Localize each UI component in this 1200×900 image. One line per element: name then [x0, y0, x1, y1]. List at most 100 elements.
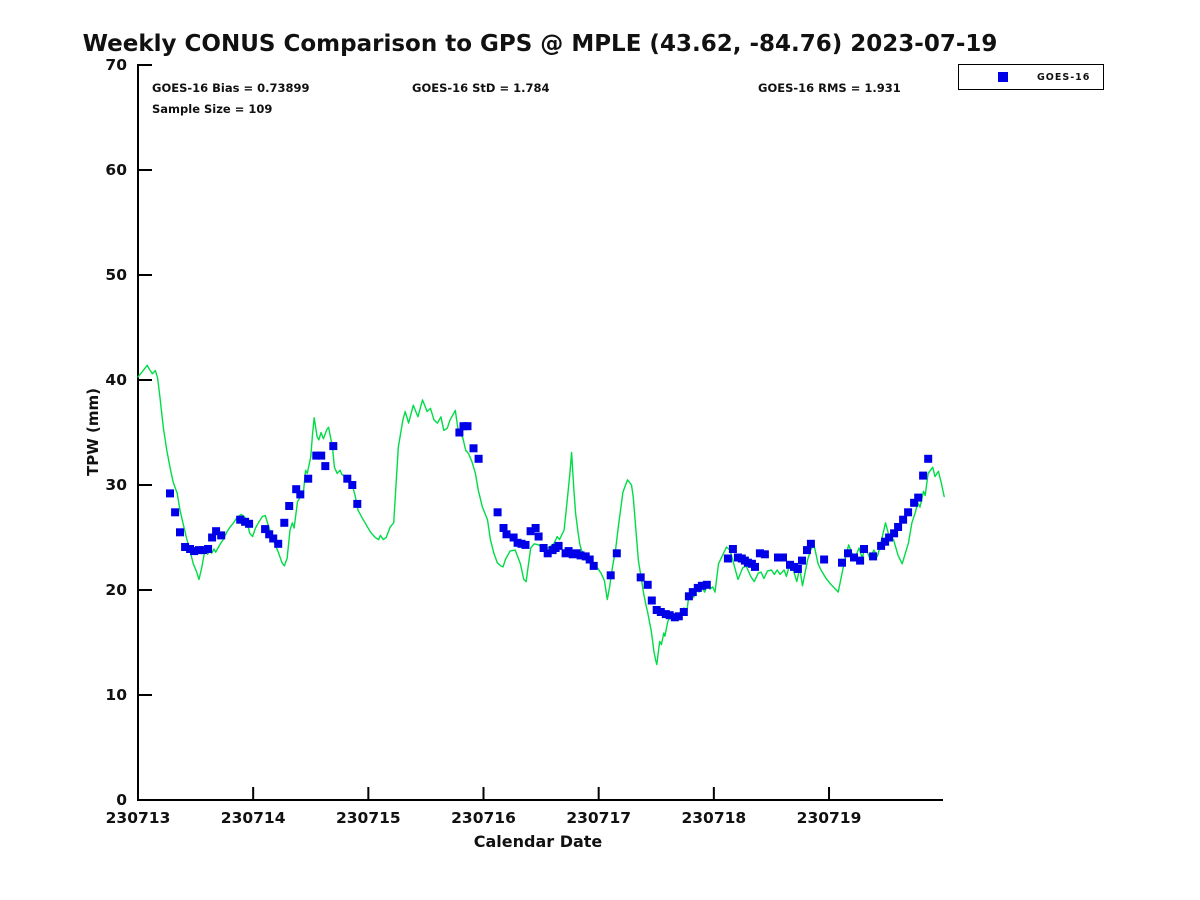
goes16-marker	[679, 608, 688, 616]
legend-goes16-label: GOES-16	[1037, 71, 1091, 83]
goes16-marker	[204, 545, 213, 553]
goes16-marker	[208, 533, 217, 542]
goes16-marker	[455, 428, 464, 437]
goes16-marker	[463, 422, 472, 431]
goes16-marker	[469, 444, 478, 453]
stat-std: GOES-16 StD = 1.784	[412, 81, 550, 95]
goes16-marker	[636, 573, 645, 582]
goes16-marker	[539, 544, 548, 552]
goes16-marker	[894, 523, 903, 531]
goes16-marker	[684, 592, 693, 601]
goes16-marker	[856, 556, 865, 565]
goes16-marker	[702, 580, 711, 589]
goes16-marker	[499, 524, 508, 532]
goes16-marker	[526, 527, 535, 536]
goes16-marker	[885, 533, 894, 542]
y-tick-label: 0	[116, 791, 127, 809]
goes16-marker	[904, 508, 913, 517]
x-tick-label: 230718	[681, 809, 747, 827]
goes16-marker	[779, 553, 787, 562]
goes16-marker	[899, 515, 908, 524]
goes16-marker	[793, 565, 802, 573]
x-tick-label: 230715	[335, 809, 401, 827]
goes16-marker	[474, 454, 483, 463]
goes16-marker	[693, 583, 702, 592]
y-tick-label: 10	[105, 686, 127, 704]
goes16-marker	[806, 539, 815, 548]
goes16-marker	[869, 552, 878, 561]
x-tick-label: 230716	[451, 809, 516, 827]
stat-bias: GOES-16 Bias = 0.73899	[152, 81, 310, 95]
goes16-marker	[521, 540, 530, 549]
goes16-marker	[881, 537, 890, 546]
goes16-marker	[838, 558, 846, 567]
y-tick-label: 60	[105, 161, 127, 179]
goes16-marker	[292, 485, 301, 494]
goes16-marker	[589, 561, 598, 570]
goes16-marker	[353, 499, 362, 508]
stat-rms: GOES-16 RMS = 1.931	[758, 81, 901, 95]
goes16-marker	[585, 555, 594, 564]
goes16-marker	[317, 451, 326, 460]
goes16-marker	[531, 524, 540, 532]
goes16-marker	[919, 471, 928, 480]
goes16-marker	[751, 562, 759, 571]
goes16-marker	[304, 474, 313, 483]
goes16-marker	[343, 474, 352, 483]
goes16-marker	[656, 608, 665, 616]
stat-sample-size: Sample Size = 109	[152, 102, 273, 116]
goes16-marker	[674, 612, 683, 621]
goes16-marker	[665, 611, 674, 620]
goes16-marker	[509, 533, 518, 542]
goes16-marker	[647, 596, 656, 605]
x-axis-label: Calendar Date	[473, 832, 603, 851]
goes16-marker	[798, 556, 806, 565]
goes16-marker	[723, 554, 732, 563]
goes16-marker	[914, 493, 923, 502]
goes16-marker	[195, 546, 203, 555]
legend-box: GOES-16	[958, 64, 1104, 90]
goes16-marker	[564, 547, 573, 556]
goes16-marker	[924, 454, 933, 463]
goes16-marker	[212, 527, 221, 536]
goes16-marker	[652, 606, 661, 614]
goes16-marker	[217, 531, 226, 540]
goes16-marker	[850, 553, 858, 562]
goes16-marker	[296, 490, 305, 499]
y-tick-label: 50	[105, 266, 127, 284]
y-tick-label: 30	[105, 476, 127, 494]
goes16-markers	[166, 422, 933, 622]
goes16-marker	[348, 481, 357, 489]
goes16-marker	[877, 541, 886, 550]
legend-goes16-marker-icon	[998, 72, 1008, 82]
x-tick-label: 230717	[566, 809, 632, 827]
y-tick-label: 70	[105, 56, 127, 74]
goes16-marker	[280, 518, 289, 527]
goes16-marker	[534, 532, 543, 541]
goes16-marker	[236, 515, 245, 524]
goes16-marker	[269, 534, 278, 543]
goes16-marker	[643, 580, 652, 589]
goes16-marker	[606, 571, 615, 580]
goes16-marker	[760, 550, 769, 559]
goes16-marker	[199, 546, 208, 555]
goes16-marker	[274, 539, 283, 548]
goes16-marker	[329, 442, 338, 451]
x-tick-label: 230713	[105, 809, 171, 827]
y-tick-label: 20	[105, 581, 127, 599]
goes16-marker	[245, 519, 254, 528]
goes16-marker	[688, 588, 697, 597]
goes16-marker	[176, 528, 184, 537]
goes16-marker	[285, 502, 294, 510]
goes16-marker	[697, 581, 706, 590]
goes16-marker	[755, 549, 764, 558]
goes16-marker	[312, 451, 321, 460]
goes16-marker	[612, 549, 621, 558]
y-tick-label: 40	[105, 371, 127, 389]
goes16-marker	[554, 541, 563, 550]
goes16-marker	[728, 545, 737, 553]
goes16-marker	[265, 530, 274, 539]
x-tick-label: 230719	[796, 809, 862, 827]
goes16-marker	[910, 498, 919, 507]
